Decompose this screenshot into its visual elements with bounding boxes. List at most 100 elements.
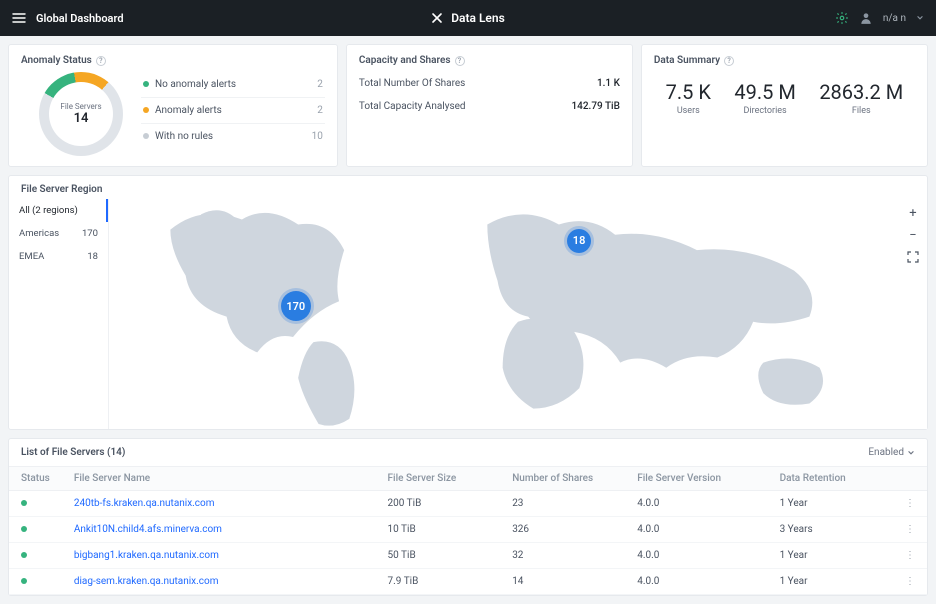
legend-count: 2 — [317, 79, 323, 90]
file-servers-table: StatusFile Server NameFile Server SizeNu… — [9, 466, 927, 595]
world-map-svg — [109, 199, 927, 429]
table-filter-enabled[interactable]: Enabled — [868, 447, 915, 458]
table-header[interactable]: Status — [9, 467, 62, 491]
legend-label: Anomaly alerts — [155, 105, 222, 116]
region-count: 18 — [87, 251, 98, 262]
cell-server-name[interactable]: bigbang1.kraken.qa.nutanix.com — [62, 543, 376, 569]
settings-icon[interactable] — [835, 11, 849, 25]
table-row: Ankit10N.child4.afs.minerva.com10 TiB326… — [9, 517, 927, 543]
map-fullscreen-icon[interactable] — [905, 249, 921, 265]
summary-stat: 2863.2 MFiles — [819, 80, 903, 116]
top-bar: Global Dashboard Data Lens n/a n — [0, 0, 936, 36]
help-icon[interactable]: ? — [455, 56, 465, 66]
capacity-row: Total Number Of Shares1.1 K — [359, 72, 620, 95]
cell-status — [9, 491, 62, 517]
anomaly-legend-item[interactable]: With no rules 10 — [141, 124, 325, 149]
summary-value: 2863.2 M — [819, 80, 903, 104]
table-title: List of File Servers (14) — [21, 447, 125, 458]
summary-label: Users — [666, 106, 711, 116]
row-actions-icon[interactable]: ⋮ — [893, 517, 927, 543]
table-header[interactable]: Number of Shares — [500, 467, 625, 491]
table-header[interactable]: File Server Size — [376, 467, 501, 491]
capacity-row: Total Capacity Analysed 142.79 TiB — [359, 95, 620, 118]
map-title: File Server Region — [9, 176, 927, 199]
capacity-label: Total Capacity Analysed — [359, 101, 466, 112]
status-dot-icon — [21, 552, 27, 558]
capacity-card: Capacity and Shares? Total Number Of Sha… — [346, 44, 633, 167]
chevron-down-icon — [907, 449, 915, 457]
table-header[interactable]: File Server Name — [62, 467, 376, 491]
product-logo-icon — [431, 12, 443, 24]
anomaly-legend-item[interactable]: No anomaly alerts 2 — [141, 72, 325, 98]
summary-value: 49.5 M — [734, 80, 795, 104]
help-icon[interactable]: ? — [724, 56, 734, 66]
file-server-region-card: File Server Region All (2 regions)Americ… — [8, 175, 928, 430]
cell-shares: 14 — [500, 569, 625, 595]
status-dot-icon — [21, 500, 27, 506]
status-dot-icon — [21, 526, 27, 532]
row-actions-icon[interactable]: ⋮ — [893, 491, 927, 517]
capacity-value: 1.1 K — [597, 78, 620, 89]
region-item[interactable]: All (2 regions) — [9, 199, 108, 222]
capacity-value: 142.79 TiB — [572, 101, 620, 112]
cell-status — [9, 517, 62, 543]
cell-retention: 1 Year — [768, 491, 893, 517]
map-bubble[interactable]: 170 — [281, 291, 311, 321]
anomaly-legend-item[interactable]: Anomaly alerts 2 — [141, 98, 325, 124]
cell-shares: 32 — [500, 543, 625, 569]
table-header[interactable] — [893, 467, 927, 491]
cell-shares: 23 — [500, 491, 625, 517]
region-item[interactable]: EMEA18 — [9, 245, 108, 268]
cell-retention: 3 Years — [768, 517, 893, 543]
world-map[interactable]: 170 18 + − — [109, 199, 927, 429]
region-count: 170 — [82, 228, 98, 239]
region-item[interactable]: Americas 170 — [9, 222, 108, 245]
legend-dot-icon — [143, 81, 149, 87]
cell-version: 4.0.0 — [625, 491, 767, 517]
table-header[interactable]: File Server Version — [625, 467, 767, 491]
summary-stat: 7.5 K Users — [666, 80, 711, 116]
chevron-down-icon[interactable] — [916, 14, 924, 22]
row-actions-icon[interactable]: ⋮ — [893, 569, 927, 595]
capacity-title: Capacity and Shares — [359, 55, 451, 66]
user-name[interactable]: n/a n — [883, 13, 906, 24]
summary-value: 7.5 K — [666, 80, 711, 104]
map-bubble[interactable]: 18 — [567, 229, 591, 253]
data-summary-card: Data Summary? 7.5 K Users 49.5 MDirectorie… — [641, 44, 928, 167]
cell-server-name[interactable]: diag-sem.kraken.qa.nutanix.com — [62, 569, 376, 595]
legend-count: 2 — [317, 105, 323, 116]
region-name: Americas — [19, 228, 59, 239]
row-actions-icon[interactable]: ⋮ — [893, 543, 927, 569]
menu-icon[interactable] — [12, 11, 26, 25]
cell-retention: 1 Year — [768, 543, 893, 569]
legend-label: With no rules — [155, 131, 213, 142]
anomaly-legend: No anomaly alerts 2 Anomaly alerts 2 With no… — [141, 72, 325, 156]
cell-shares: 326 — [500, 517, 625, 543]
summary-title: Data Summary — [654, 55, 720, 66]
donut-center-label: File Servers — [60, 102, 101, 111]
cell-size: 200 TiB — [376, 491, 501, 517]
donut-center-value: 14 — [74, 111, 89, 126]
summary-stat: 49.5 MDirectories — [734, 80, 795, 116]
cell-version: 4.0.0 — [625, 543, 767, 569]
legend-label: No anomaly alerts — [155, 79, 236, 90]
anomaly-donut-chart: File Servers 14 — [39, 72, 123, 156]
cell-size: 7.9 TiB — [376, 569, 501, 595]
map-zoom-in[interactable]: + — [905, 205, 921, 221]
cell-server-name[interactable]: Ankit10N.child4.afs.minerva.com — [62, 517, 376, 543]
legend-count: 10 — [312, 131, 323, 142]
file-servers-table-card: List of File Servers (14) Enabled Status… — [8, 438, 928, 596]
table-header[interactable]: Data Retention — [768, 467, 893, 491]
cell-retention: 1 Year — [768, 569, 893, 595]
cell-server-name[interactable]: 240tb-fs.kraken.qa.nutanix.com — [62, 491, 376, 517]
legend-dot-icon — [143, 133, 149, 139]
cell-version: 4.0.0 — [625, 569, 767, 595]
table-row: bigbang1.kraken.qa.nutanix.com50 TiB324.… — [9, 543, 927, 569]
cell-size: 50 TiB — [376, 543, 501, 569]
map-zoom-out[interactable]: − — [905, 227, 921, 243]
cell-status — [9, 543, 62, 569]
user-avatar-icon[interactable] — [859, 11, 873, 25]
cell-version: 4.0.0 — [625, 517, 767, 543]
help-icon[interactable]: ? — [96, 56, 106, 66]
anomaly-title: Anomaly Status — [21, 55, 92, 66]
